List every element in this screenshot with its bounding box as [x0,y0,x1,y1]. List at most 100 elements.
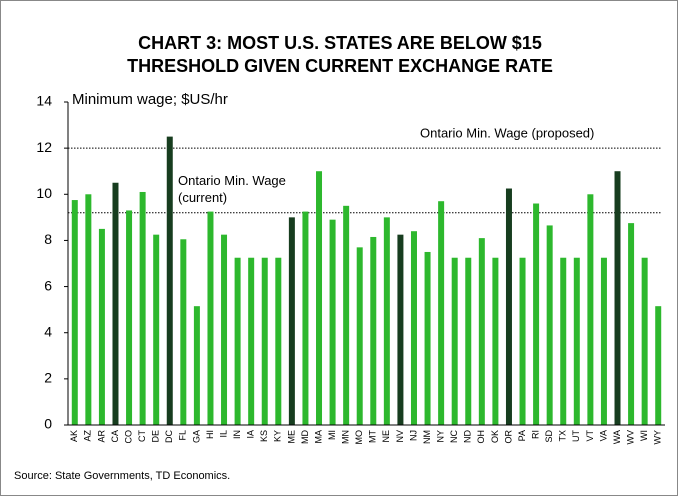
x-tick-label: CA [110,430,120,443]
y-tick-label: 8 [44,231,52,247]
bar [166,136,173,425]
x-tick-label: NC [449,430,459,443]
bar [587,194,594,425]
bar [492,257,499,425]
x-tick-label: CT [137,430,147,442]
bar [533,203,540,425]
bar [221,234,228,425]
x-tick-label: MI [327,430,337,440]
bar [655,306,662,425]
bar [438,201,445,425]
y-tick-label: 4 [44,323,52,339]
bar [546,225,553,425]
source: Source: State Governments, TD Economics. [14,470,230,482]
x-tick-label: WV [625,430,635,445]
x-tick-label: FL [178,430,188,441]
x-tick-label: WI [639,430,649,441]
bar [180,239,187,425]
x-tick-label: DE [151,430,161,443]
x-tick-label: IN [232,430,242,439]
x-tick-label: WY [653,430,663,445]
x-tick-label: RI [530,430,540,439]
bar [234,257,241,425]
x-tick-label: AR [96,430,106,443]
bar [329,219,336,425]
reference-label: Ontario Min. Wage [178,173,286,188]
bar [356,247,363,425]
bar [139,191,146,425]
reference-label: (current) [178,190,227,205]
y-tick-label: 2 [44,370,52,386]
reference-label: Ontario Min. Wage (proposed) [420,126,594,141]
x-tick-label: IA [246,430,256,439]
chart-title: CHART 3: MOST U.S. STATES ARE BELOW $15 [138,33,542,53]
x-tick-label: DC [164,430,174,443]
bar [600,257,607,425]
bar [153,234,160,425]
bar [85,194,92,425]
chart-title: THRESHOLD GIVEN CURRENT EXCHANGE RATE [127,56,553,76]
x-tick-label: UT [571,430,581,442]
bar [343,205,350,425]
x-tick-label: KS [259,430,269,442]
bar [207,211,214,425]
bar [248,257,255,425]
bar [370,236,377,425]
bar [614,171,621,425]
x-tick-label: MO [354,430,364,445]
x-tick-label: MA [313,430,323,444]
bar [424,251,431,425]
bar [641,257,648,425]
bar [112,182,119,425]
x-tick-label: HI [205,430,215,439]
bar [560,257,567,425]
y-tick-label: 6 [44,277,52,293]
x-tick-label: TX [558,430,568,442]
x-tick-label: AZ [83,430,93,442]
x-tick-label: OK [490,430,500,443]
x-tick-label: WA [612,430,622,444]
x-tick-label: ME [286,430,296,444]
x-tick-label: MN [341,430,351,444]
x-tick-label: CO [123,430,133,444]
x-tick-label: SD [544,430,554,443]
x-tick-label: NM [422,430,432,444]
x-tick-label: PA [517,430,527,441]
x-tick-label: OR [503,429,513,443]
x-tick-label: KY [273,430,283,442]
x-tick-label: MT [368,430,378,443]
bar [383,217,390,425]
bar [126,210,133,425]
y-axis-label: Minimum wage; $US/hr [72,91,228,108]
x-tick-label: MD [300,430,310,444]
x-tick-label: IL [218,430,228,438]
x-tick-label: GA [191,430,201,443]
x-tick-label: NY [436,430,446,443]
bar [98,228,105,425]
y-tick-label: 12 [36,139,52,155]
y-tick-label: 10 [36,185,52,201]
bar [316,171,323,425]
bar [451,257,458,425]
bar [288,217,295,425]
bar [397,234,404,425]
bar [71,200,78,425]
bar [519,257,526,425]
bar [505,188,512,425]
x-tick-label: ND [463,430,473,443]
bar [573,257,580,425]
bar [261,257,268,425]
bar [410,231,417,425]
bar [628,223,635,425]
bar [193,306,200,425]
y-tick-label: 14 [36,93,52,109]
bar [478,238,485,425]
x-tick-label: AK [69,430,79,442]
bar [302,211,309,425]
x-tick-label: VT [585,430,595,442]
x-tick-label: NJ [408,430,418,441]
bar [465,257,472,425]
x-tick-label: OH [476,430,486,444]
x-tick-label: VA [598,430,608,441]
